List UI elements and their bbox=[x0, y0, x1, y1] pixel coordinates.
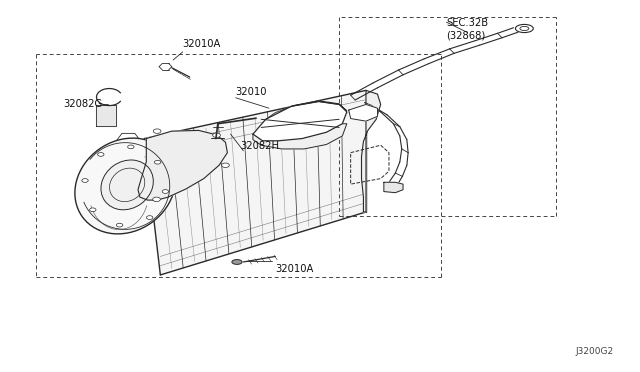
Text: J3200G2: J3200G2 bbox=[575, 347, 614, 356]
Polygon shape bbox=[138, 131, 227, 200]
Ellipse shape bbox=[515, 25, 533, 33]
Ellipse shape bbox=[116, 223, 123, 227]
Ellipse shape bbox=[82, 179, 88, 182]
Ellipse shape bbox=[98, 153, 104, 156]
Ellipse shape bbox=[90, 208, 96, 212]
Text: SEC.32B
(32868): SEC.32B (32868) bbox=[447, 19, 488, 40]
Text: 32082G: 32082G bbox=[63, 99, 102, 109]
Ellipse shape bbox=[154, 160, 161, 164]
Polygon shape bbox=[253, 124, 347, 149]
Polygon shape bbox=[362, 90, 381, 212]
Ellipse shape bbox=[127, 145, 134, 149]
Polygon shape bbox=[349, 105, 378, 121]
Ellipse shape bbox=[153, 197, 161, 202]
Text: 32010: 32010 bbox=[236, 87, 268, 97]
Ellipse shape bbox=[147, 216, 153, 219]
Ellipse shape bbox=[162, 190, 168, 193]
Text: 32010A: 32010A bbox=[275, 264, 314, 274]
Ellipse shape bbox=[232, 260, 242, 264]
Polygon shape bbox=[97, 105, 116, 126]
Polygon shape bbox=[384, 182, 403, 193]
Text: 32082H: 32082H bbox=[240, 141, 279, 151]
Ellipse shape bbox=[221, 163, 229, 167]
Text: 32010A: 32010A bbox=[182, 39, 221, 49]
Polygon shape bbox=[145, 90, 366, 275]
Ellipse shape bbox=[101, 160, 154, 210]
Ellipse shape bbox=[212, 133, 220, 137]
Ellipse shape bbox=[75, 138, 175, 234]
Polygon shape bbox=[253, 102, 347, 141]
Ellipse shape bbox=[154, 129, 161, 134]
